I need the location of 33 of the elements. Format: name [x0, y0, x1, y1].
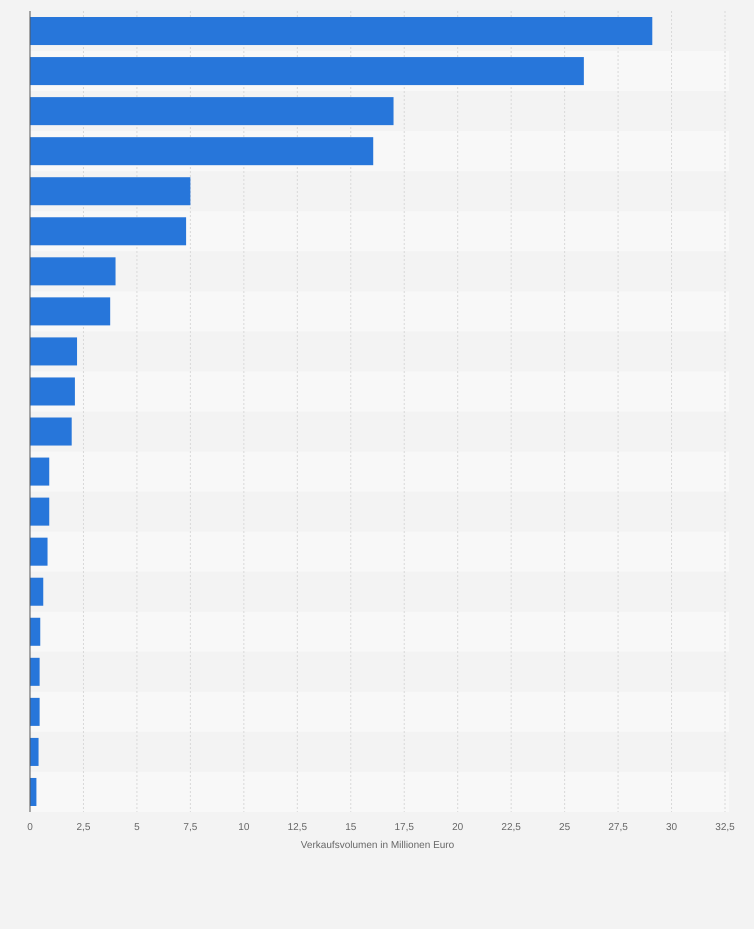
x-tick-label: 17,5 — [394, 822, 414, 833]
bar — [30, 297, 110, 326]
bar — [30, 418, 72, 446]
x-tick-label: 32,5 — [715, 822, 736, 833]
bar — [30, 458, 50, 486]
x-tick-label: 10 — [238, 822, 250, 833]
bar — [30, 658, 40, 686]
x-tick-label: 20 — [452, 822, 464, 833]
x-tick-label: 15 — [345, 822, 357, 833]
bar — [30, 97, 394, 126]
bar — [30, 538, 48, 566]
x-axis-title: Verkaufsvolumen in Millionen Euro — [300, 840, 455, 851]
bar — [30, 578, 44, 606]
bar — [30, 177, 190, 206]
x-tick-label: 0 — [27, 822, 34, 833]
x-tick-label: 25 — [559, 822, 571, 833]
x-tick-label: 27,5 — [608, 822, 628, 833]
x-tick-label: 12,5 — [288, 822, 308, 833]
bar — [30, 337, 78, 366]
bar — [30, 498, 50, 526]
x-tick-label: 22,5 — [501, 822, 522, 833]
bar — [30, 257, 116, 286]
bar — [30, 377, 75, 406]
bar — [30, 618, 40, 646]
bar — [30, 137, 374, 166]
bar — [30, 778, 36, 806]
x-tick-label: 30 — [666, 822, 678, 833]
bar — [30, 738, 39, 766]
bar — [30, 698, 40, 726]
x-tick-label: 2,5 — [76, 822, 91, 833]
x-tick-label: 5 — [134, 822, 140, 833]
x-tick-label: 7,5 — [183, 822, 198, 833]
bar — [30, 217, 186, 246]
